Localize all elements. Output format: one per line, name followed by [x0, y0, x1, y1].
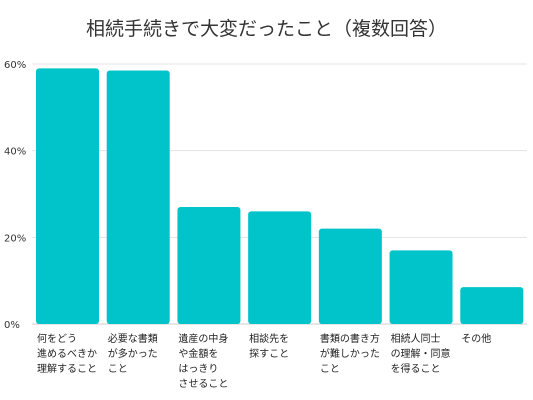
x-tick-label: 相談先を探すこと — [249, 332, 289, 360]
y-tick-label: 20% — [4, 233, 26, 244]
bar — [460, 287, 524, 324]
bar — [318, 228, 382, 324]
bar — [248, 211, 312, 324]
x-tick-label: 何をどう進めるべきか理解すること — [37, 332, 97, 375]
y-tick-label: 40% — [4, 147, 26, 158]
chart-title: 相続手続きで大変だったこと（複数回答） — [85, 18, 447, 40]
y-tick-label: 60% — [4, 60, 26, 71]
x-tick-label: 書類の書き方が難しかったこと — [320, 332, 380, 375]
bar — [389, 250, 453, 324]
bar-layer — [36, 68, 524, 324]
x-tick-label: 遺産の中身や金額をはっきりさせること — [178, 332, 228, 390]
x-tick-label: 必要な書類が多かったこと — [108, 332, 158, 375]
bar — [106, 70, 170, 324]
y-tick-label: 0% — [4, 320, 20, 331]
bar — [177, 207, 241, 324]
bar — [36, 68, 99, 324]
x-tick-label: その他 — [461, 332, 491, 345]
x-tick-label: 相続人同士の理解・同意を得ること — [391, 332, 451, 375]
label-layer: 何をどう進めるべきか理解すること必要な書類が多かったこと遺産の中身や金額をはっき… — [37, 332, 491, 390]
